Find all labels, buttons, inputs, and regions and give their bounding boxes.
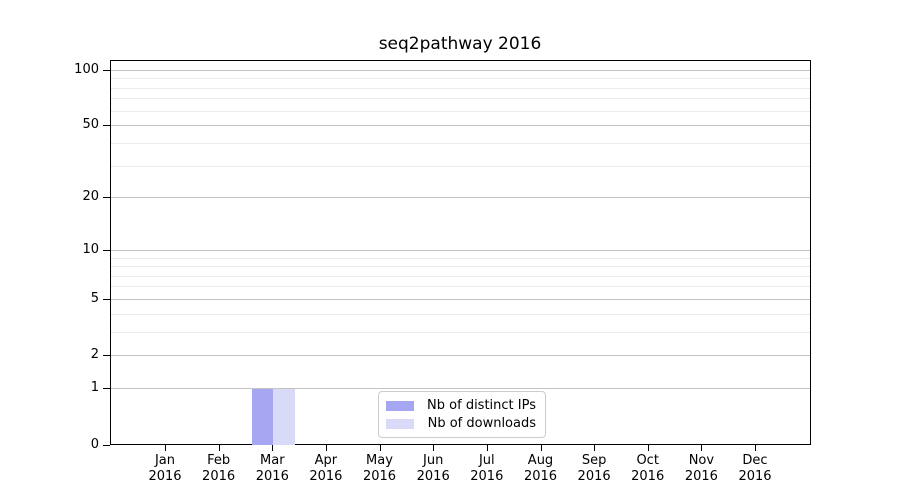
gridline-y-6 <box>111 286 810 288</box>
x-tick-jun <box>433 444 435 451</box>
x-tick-label-feb: Feb 2016 <box>202 452 236 484</box>
bar-mar-distinct-ips <box>251 388 274 445</box>
gridline-y-90 <box>111 78 810 80</box>
y-tick-label-2: 2 <box>90 347 99 363</box>
y-tick-1 <box>103 388 110 390</box>
legend-label-distinct-ips: Nb of distinct IPs <box>427 398 536 413</box>
y-tick-label-50: 50 <box>82 117 99 133</box>
gridline-y-80 <box>111 87 810 89</box>
gridline-y-8 <box>111 266 810 267</box>
y-tick-label-0: 0 <box>90 436 99 452</box>
x-tick-label-sep: Sep 2016 <box>577 452 611 484</box>
legend-item-downloads: Nb of downloads <box>386 416 536 432</box>
y-tick-100 <box>103 69 110 71</box>
x-tick-label-jul: Jul 2016 <box>470 452 504 484</box>
x-tick-label-dec: Dec 2016 <box>738 452 772 484</box>
x-tick-may <box>379 444 381 451</box>
gridline-y-5 <box>111 299 810 300</box>
x-tick-oct <box>647 444 649 451</box>
gridline-y-50 <box>111 125 810 127</box>
x-tick-mar <box>272 444 274 451</box>
y-tick-20 <box>103 197 110 199</box>
y-tick-10 <box>103 249 110 251</box>
x-tick-aug <box>540 444 542 451</box>
x-tick-label-nov: Nov 2016 <box>684 452 718 484</box>
x-tick-label-mar: Mar 2016 <box>255 452 289 484</box>
bar-mar-downloads <box>273 388 295 445</box>
gridline-y-2 <box>111 355 810 357</box>
y-tick-label-20: 20 <box>82 189 99 205</box>
plot-area <box>110 60 811 445</box>
gridline-y-30 <box>111 165 810 167</box>
x-tick-jul <box>486 444 488 451</box>
distinct-ips-swatch <box>386 401 414 411</box>
x-tick-label-jun: Jun 2016 <box>416 452 450 484</box>
y-tick-label-100: 100 <box>74 61 99 77</box>
gridline-y-4 <box>111 313 810 315</box>
gridline-y-10 <box>111 249 810 251</box>
x-tick-apr <box>325 444 327 451</box>
gridline-y-7 <box>111 275 810 277</box>
x-tick-label-jan: Jan 2016 <box>148 452 182 484</box>
legend: Nb of distinct IPs Nb of downloads <box>378 391 546 438</box>
legend-label-downloads: Nb of downloads <box>427 416 536 431</box>
x-tick-label-apr: Apr 2016 <box>309 452 343 484</box>
legend-item-distinct-ips: Nb of distinct IPs <box>386 398 536 414</box>
gridline-y-20 <box>111 197 810 199</box>
gridline-y-40 <box>111 142 810 144</box>
gridline-y-9 <box>111 257 810 259</box>
gridline-y-70 <box>111 98 810 100</box>
x-tick-nov <box>701 444 703 451</box>
x-tick-label-oct: Oct 2016 <box>631 452 665 484</box>
gridline-y-3 <box>111 331 810 333</box>
x-tick-label-may: May 2016 <box>362 452 397 484</box>
x-tick-sep <box>594 444 596 451</box>
gridline-y-60 <box>111 110 810 112</box>
y-tick-0 <box>103 444 110 446</box>
x-tick-feb <box>218 444 220 451</box>
x-tick-jan <box>165 444 166 451</box>
y-tick-label-10: 10 <box>82 241 99 257</box>
y-tick-2 <box>103 355 110 357</box>
gridline-y-1 <box>111 388 810 390</box>
y-tick-5 <box>103 299 110 300</box>
gridline-y-100 <box>111 69 810 71</box>
y-tick-label-5: 5 <box>90 291 99 306</box>
x-tick-dec <box>755 444 756 451</box>
x-tick-label-aug: Aug 2016 <box>523 452 558 484</box>
chart-title: seq2pathway 2016 <box>378 34 542 54</box>
y-tick-50 <box>103 125 110 127</box>
y-tick-label-1: 1 <box>90 380 99 396</box>
downloads-swatch <box>386 419 414 429</box>
